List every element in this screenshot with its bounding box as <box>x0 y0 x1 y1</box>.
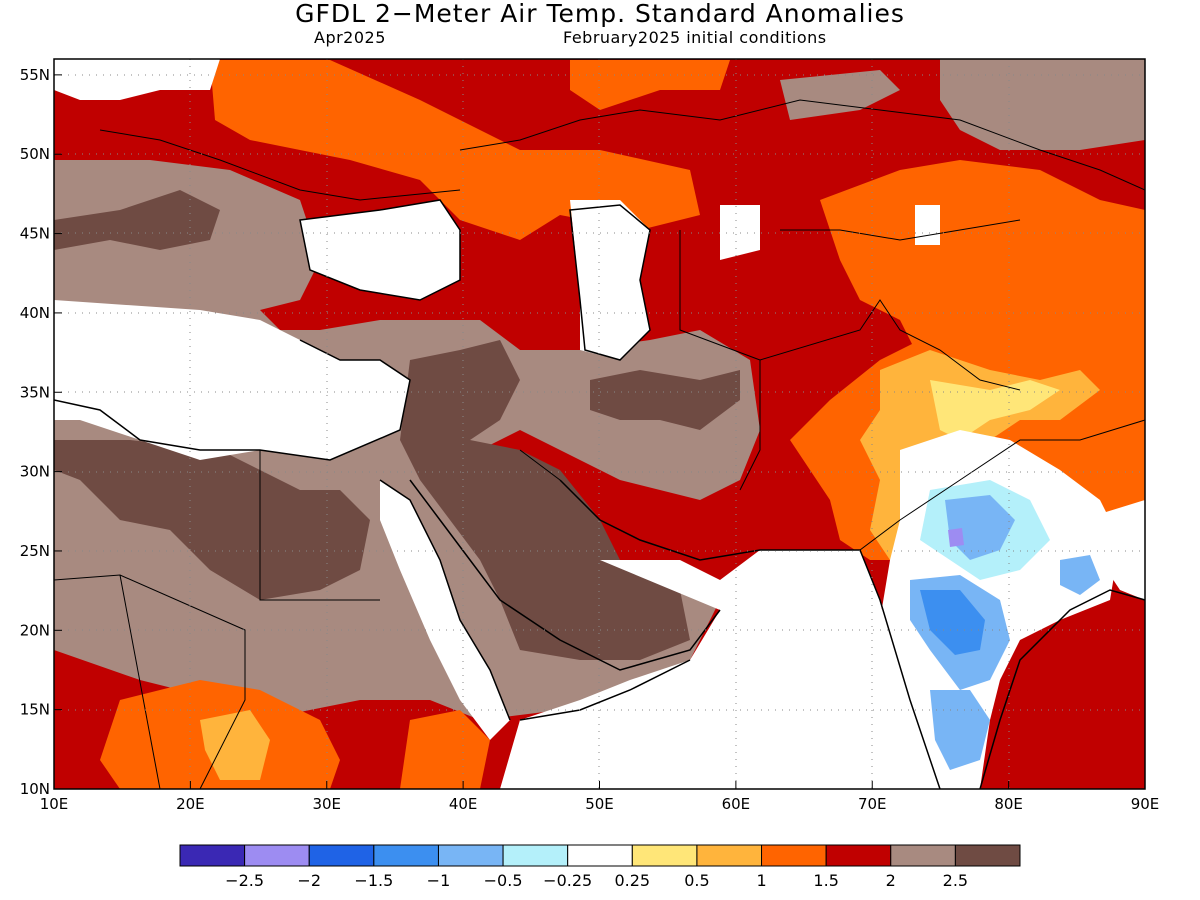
lat-tick-label: 30N <box>20 463 50 481</box>
anomaly-map: 55N 50N 45N 40N 35N 30N 25N 20N 15N 10N 10E 20E 30E… <box>20 58 1160 813</box>
lon-tick-label: 10E <box>40 795 69 813</box>
anomaly-region <box>400 340 690 660</box>
anomaly-region <box>820 160 1145 440</box>
colorbar-swatch <box>954 844 1021 867</box>
anomaly-region <box>920 590 985 655</box>
water-mask <box>500 550 920 789</box>
anomaly-region <box>930 690 990 770</box>
lat-tick-label: 45N <box>20 225 50 243</box>
anomaly-region <box>200 710 270 780</box>
colorbar-label: −1 <box>427 871 451 890</box>
lon-tick-label: 40E <box>449 795 478 813</box>
anomaly-region <box>400 710 490 789</box>
lon-tick-label: 60E <box>722 795 751 813</box>
initial-conditions: February2025 initial conditions <box>563 28 827 47</box>
colorbar-swatch <box>502 844 569 867</box>
colorbar-label: 0.25 <box>614 871 650 890</box>
lat-tick-label: 25N <box>20 542 50 560</box>
colorbar-swatch <box>825 844 892 867</box>
colorbar-swatch <box>696 844 763 867</box>
lat-tick-label: 15N <box>20 701 50 719</box>
anomaly-region <box>948 528 964 547</box>
forecast-month: Apr2025 <box>314 28 386 47</box>
water-mask <box>1080 500 1145 600</box>
lat-tick-label: 50N <box>20 145 50 163</box>
colorbar-label: −2.5 <box>225 871 264 890</box>
lon-tick-label: 80E <box>994 795 1023 813</box>
lon-tick-label: 70E <box>858 795 887 813</box>
colorbar-label: −0.5 <box>484 871 523 890</box>
anomaly-region <box>54 190 220 250</box>
anomaly-region <box>54 440 370 600</box>
lon-tick-label: 90E <box>1131 795 1160 813</box>
colorbar-label: 1 <box>756 871 766 890</box>
anomaly-region <box>590 370 740 430</box>
anomaly-region <box>930 380 1060 440</box>
water-mask <box>380 480 510 740</box>
lat-tick-label: 35N <box>20 383 50 401</box>
colorbar-label: 2.5 <box>943 871 968 890</box>
colorbar-swatch <box>437 844 504 867</box>
colorbar-swatch <box>244 844 310 867</box>
colorbar-swatch <box>179 844 246 867</box>
colorbar-label: −0.25 <box>543 871 592 890</box>
anomaly-region <box>570 60 730 110</box>
colorbar-label: −1.5 <box>354 871 393 890</box>
water-mask <box>570 200 650 360</box>
water-mask <box>300 200 460 300</box>
lon-tick-label: 50E <box>585 795 614 813</box>
colorbar-label: 2 <box>886 871 896 890</box>
colorbar-swatch <box>761 844 827 867</box>
anomaly-region <box>210 60 700 240</box>
colorbar-label: −2 <box>297 871 321 890</box>
anomaly-region <box>940 59 1145 150</box>
colorbar-label: 0.5 <box>684 871 709 890</box>
water-mask <box>54 59 220 100</box>
colorbar-swatch <box>890 844 956 867</box>
lat-tick-label: 55N <box>20 66 50 84</box>
colorbar-swatch <box>567 844 633 867</box>
colorbar-label: 1.5 <box>813 871 838 890</box>
lat-tick-label: 20N <box>20 621 50 639</box>
lon-tick-label: 30E <box>312 795 341 813</box>
colorbar-swatch <box>308 844 375 867</box>
colorbar-swatch <box>373 844 439 867</box>
lat-tick-label: 40N <box>20 304 50 322</box>
anomaly-region <box>780 70 900 120</box>
lon-tick-label: 20E <box>176 795 205 813</box>
map-title: GFDL 2−Meter Air Temp. Standard Anomalie… <box>295 0 905 28</box>
water-mask <box>54 300 410 460</box>
anomaly-region <box>1060 555 1100 595</box>
lat-tick-label: 10N <box>20 780 50 798</box>
water-mask <box>915 205 940 245</box>
colorbar-swatch <box>631 844 698 867</box>
